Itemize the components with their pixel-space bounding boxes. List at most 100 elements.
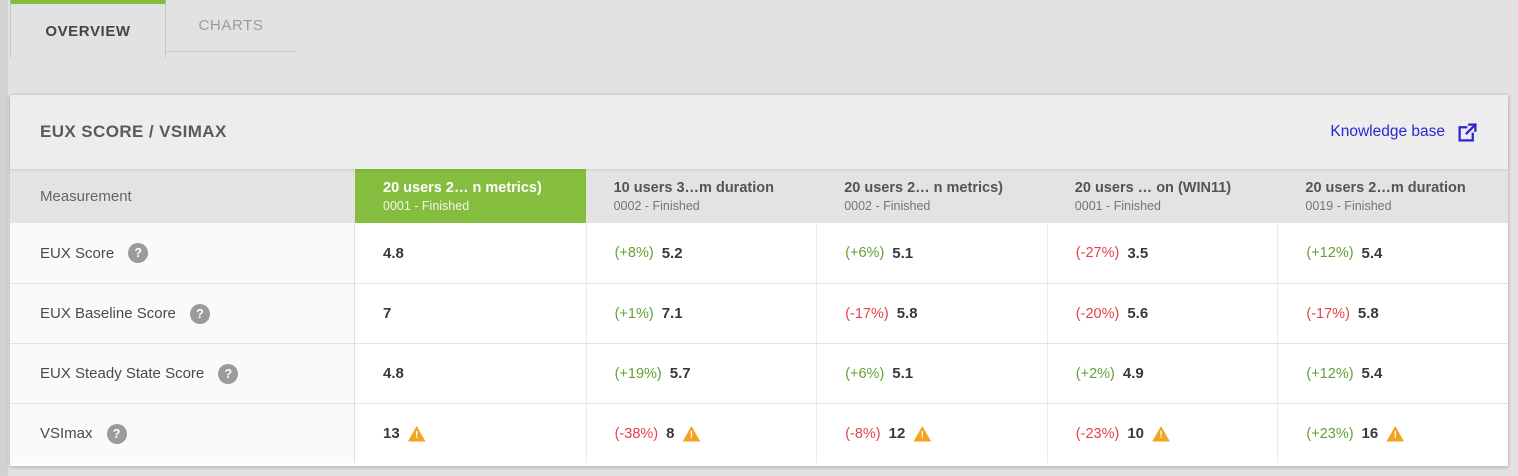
tab-overview-label: OVERVIEW	[45, 22, 131, 40]
percent-change: (-27%)	[1075, 245, 1120, 261]
measurement-label: EUX Score	[40, 244, 115, 262]
metric-value: 3.5	[1127, 244, 1149, 262]
run-column-header-3[interactable]: 20 users 2… n metrics) 0002 - Finished	[816, 169, 1047, 223]
value-cell: (-20%) 5.6	[1046, 284, 1278, 343]
run-column-title: 20 users 2… n metrics)	[383, 179, 542, 196]
percent-change: (+8%)	[614, 245, 654, 261]
run-column-status: 0002 - Finished	[844, 199, 931, 214]
table-row: VSImax 13 (-38%) 8 (-8%) 12 (-23%) 10 (+23%) 16	[10, 403, 1508, 463]
metric-value: 5.8	[1357, 305, 1379, 322]
warning-icon	[1386, 425, 1405, 442]
table-header-row: Measurement 20 users 2… n metrics) 0001 -…	[10, 169, 1508, 223]
metric-value: 16	[1361, 425, 1379, 442]
metric-value: 5.1	[892, 244, 914, 262]
value-cell: (+6%) 5.1	[816, 344, 1047, 403]
run-column-status: 0002 - Finished	[613, 199, 700, 214]
tab-bar: OVERVIEW CHARTS	[0, 0, 1518, 88]
value-cell: (+6%) 5.1	[816, 223, 1047, 283]
question-icon[interactable]	[128, 243, 149, 263]
external-link-icon	[1458, 122, 1477, 142]
percent-change: (-23%)	[1075, 425, 1120, 442]
percent-change: (+6%)	[845, 365, 885, 382]
run-column-header-1[interactable]: 20 users 2… n metrics) 0001 - Finished	[355, 169, 586, 223]
value-cell: (+23%) 16	[1277, 404, 1508, 463]
percent-change: (-38%)	[614, 425, 659, 442]
measurement-label: EUX Steady State Score	[40, 365, 205, 382]
percent-change: (+6%)	[845, 245, 885, 261]
run-column-title: 20 users … on (WIN11)	[1074, 179, 1232, 196]
metric-value: 5.4	[1361, 365, 1383, 382]
panel-header: EUX SCORE / VSIMAX Knowledge base	[10, 95, 1508, 169]
warning-icon	[407, 425, 426, 442]
percent-change: (-17%)	[1306, 305, 1350, 322]
metric-value: 4.8	[383, 365, 404, 382]
percent-change: (+12%)	[1306, 365, 1354, 382]
measurement-label: VSImax	[40, 425, 93, 442]
value-cell: (+8%) 5.2	[585, 223, 817, 283]
warning-icon	[682, 425, 701, 442]
question-icon[interactable]	[189, 303, 210, 324]
percent-change: (+2%)	[1075, 365, 1115, 382]
percent-change: (+12%)	[1306, 245, 1354, 261]
percent-change: (-20%)	[1075, 305, 1120, 322]
value-cell: (-8%) 12	[816, 404, 1047, 463]
run-column-header-5[interactable]: 20 users 2…m duration 0019 - Finished	[1277, 169, 1508, 223]
knowledge-base-link[interactable]: Knowledge base	[1330, 122, 1478, 143]
metric-value: 5.8	[896, 305, 918, 322]
value-cell: (-17%) 5.8	[1277, 284, 1508, 343]
measurement-cell: EUX Baseline Score	[10, 284, 355, 343]
measurement-cell: EUX Steady State Score	[10, 344, 355, 403]
value-cell: (-17%) 5.8	[816, 284, 1047, 343]
run-column-title: 20 users 2… n metrics)	[844, 179, 1003, 196]
warning-icon	[1152, 425, 1170, 442]
value-cell: 4.8	[355, 223, 586, 283]
tab-overview[interactable]: OVERVIEW	[10, 0, 166, 58]
measurement-cell: VSImax	[10, 404, 355, 463]
metric-value: 4.8	[383, 244, 404, 262]
table-row: EUX Baseline Score 7 (+1%) 7.1 (-17%) 5.8 (-20…	[10, 283, 1508, 343]
value-cell: (-27%) 3.5	[1046, 223, 1278, 283]
question-icon[interactable]	[218, 363, 239, 384]
warning-icon	[913, 425, 932, 442]
run-column-header-4[interactable]: 20 users … on (WIN11) 0001 - Finished	[1047, 169, 1278, 223]
page-left-edge	[0, 0, 8, 476]
metric-value: 7.1	[661, 305, 683, 322]
metric-value: 13	[383, 425, 400, 442]
metric-value: 10	[1127, 425, 1144, 442]
metric-value: 5.1	[892, 365, 914, 382]
question-icon[interactable]	[106, 423, 127, 444]
eux-score-panel: EUX SCORE / VSIMAX Knowledge base Measur…	[10, 95, 1508, 466]
value-cell: 7	[355, 284, 586, 343]
metric-value: 5.4	[1361, 244, 1383, 262]
tab-charts[interactable]: CHARTS	[166, 0, 296, 52]
metric-value: 5.2	[661, 244, 683, 262]
table-row: EUX Score 4.8 (+8%) 5.2 (+6%) 5.1 (-27%) 3.5 (+1…	[10, 223, 1508, 283]
measurement-cell: EUX Score	[10, 223, 355, 283]
metric-value: 5.7	[669, 365, 691, 382]
run-column-status: 0001 - Finished	[383, 199, 470, 214]
measurement-label: EUX Baseline Score	[40, 305, 176, 322]
run-column-header-2[interactable]: 10 users 3…m duration 0002 - Finished	[586, 169, 817, 223]
run-column-title: 20 users 2…m duration	[1305, 179, 1466, 196]
measurement-column-header: Measurement	[40, 187, 132, 205]
value-cell: 13	[355, 404, 586, 463]
value-cell: (+2%) 4.9	[1046, 344, 1278, 403]
value-cell: (-23%) 10	[1046, 404, 1278, 463]
run-column-status: 0001 - Finished	[1074, 199, 1161, 214]
tab-charts-label: CHARTS	[198, 17, 264, 34]
table-body: EUX Score 4.8 (+8%) 5.2 (+6%) 5.1 (-27%) 3.5 (+1…	[10, 223, 1508, 463]
metric-value: 5.6	[1127, 305, 1149, 322]
value-cell: (+12%) 5.4	[1277, 223, 1508, 283]
percent-change: (+1%)	[614, 305, 654, 322]
percent-change: (-8%)	[845, 425, 881, 442]
value-cell: (+12%) 5.4	[1277, 344, 1508, 403]
value-cell: (-38%) 8	[585, 404, 817, 463]
run-column-status: 0019 - Finished	[1305, 199, 1392, 214]
panel-title: EUX SCORE / VSIMAX	[40, 122, 227, 141]
value-cell: (+19%) 5.7	[585, 344, 817, 403]
metric-value: 12	[888, 425, 906, 442]
metric-value: 4.9	[1122, 365, 1144, 382]
percent-change: (+19%)	[614, 365, 662, 382]
metric-value: 8	[666, 425, 675, 442]
value-cell: 4.8	[355, 344, 586, 403]
